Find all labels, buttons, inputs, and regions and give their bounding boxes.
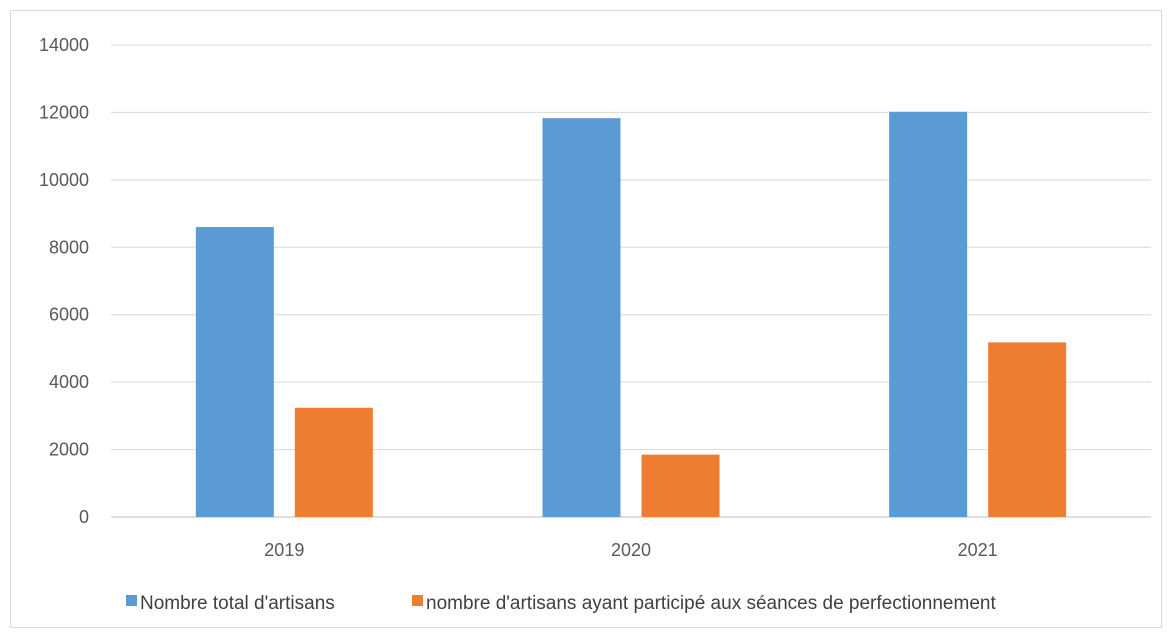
- bar-2019-series-1: [195, 227, 274, 518]
- chart-area: 0 2000 4000 6000 8000 10000 12000 14000 2019 2020…: [10, 10, 1162, 628]
- y-tick-label: 0: [79, 507, 89, 527]
- bar-chart: 0 2000 4000 6000 8000 10000 12000 14000 2019 2020…: [39, 35, 1151, 614]
- legend-swatch-1: [126, 595, 137, 606]
- bar-2021-series-1: [889, 111, 968, 518]
- bar-2020-series-1: [542, 118, 621, 517]
- y-tick-label: 12000: [39, 102, 89, 122]
- x-category-label: 2020: [611, 540, 651, 560]
- y-tick-label: 6000: [49, 305, 89, 325]
- y-tick-label: 10000: [39, 170, 89, 190]
- legend-swatch-2: [412, 595, 423, 606]
- bar-2021-series-2: [988, 342, 1067, 517]
- y-tick-label: 2000: [49, 440, 89, 460]
- bar-2019-series-2: [294, 407, 373, 517]
- x-category-label: 2021: [958, 540, 998, 560]
- legend-label-2: nombre d'artisans ayant participé aux sé…: [426, 593, 996, 614]
- y-tick-label: 14000: [39, 35, 89, 55]
- x-category-label: 2019: [264, 540, 304, 560]
- legend-label-1: Nombre total d'artisans: [140, 593, 335, 614]
- y-tick-label: 8000: [49, 237, 89, 257]
- bar-2020-series-2: [641, 454, 720, 517]
- y-tick-label: 4000: [49, 372, 89, 392]
